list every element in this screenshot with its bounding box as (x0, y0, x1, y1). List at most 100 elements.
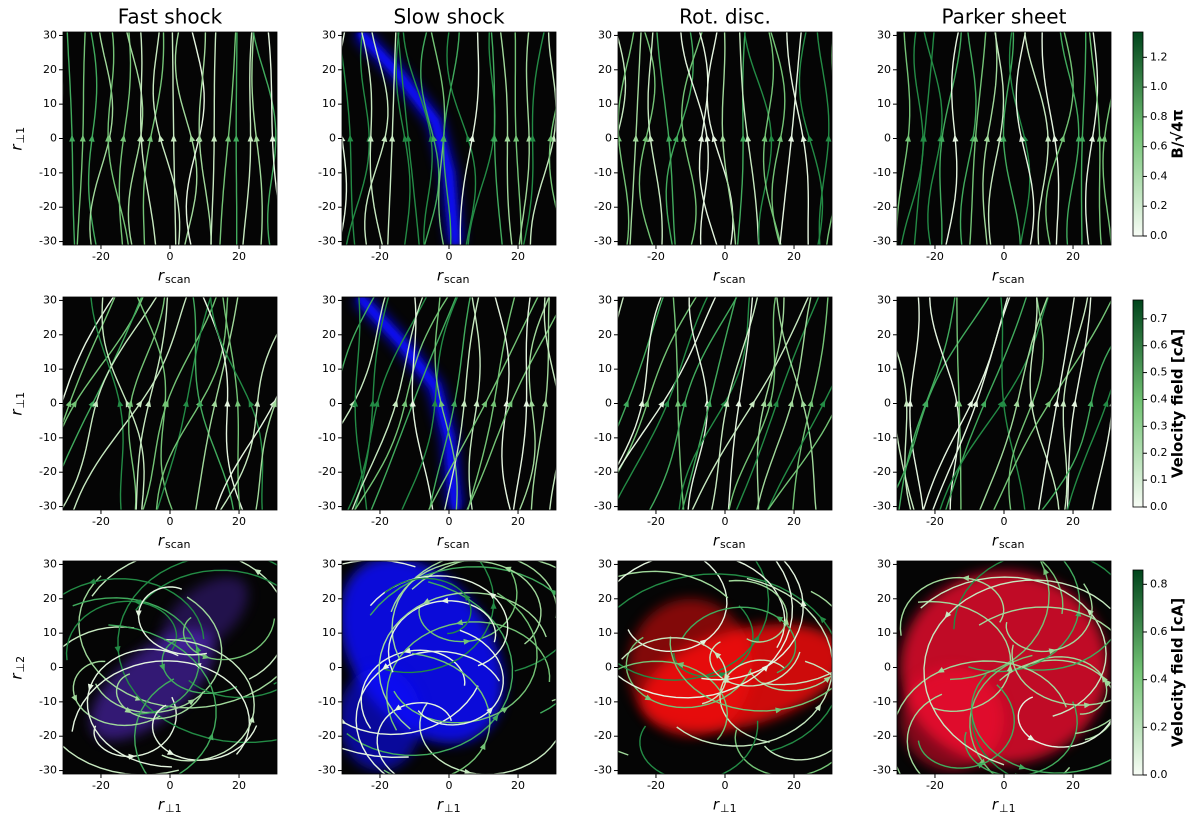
x-tick-label: 0 (167, 779, 174, 792)
y-tick-label: 20 (322, 592, 336, 605)
y-tick-label: 30 (877, 28, 891, 41)
x-label: r (158, 267, 165, 285)
arrow (561, 542, 570, 551)
arrow (463, 638, 471, 645)
y-tick-label: 20 (877, 592, 891, 605)
x-label-subscript: scan (444, 273, 470, 286)
y-label-subscript: ⊥1 (14, 392, 27, 409)
arrow (207, 732, 214, 741)
x-tick-label: -20 (926, 779, 944, 792)
arrow (166, 749, 175, 755)
arrow (159, 663, 165, 672)
y-tick-label: -20 (873, 729, 891, 742)
colorbar-tick-label: 0.3 (1150, 419, 1168, 432)
arrow (1101, 675, 1108, 683)
y-tick-label: 0 (329, 132, 336, 145)
arrow (117, 399, 124, 408)
arrow (431, 134, 438, 143)
x-tick-label: 20 (1066, 779, 1080, 792)
x-tick-label: 20 (787, 515, 801, 528)
y-label-main: r (8, 144, 26, 151)
y-tick-label: -10 (594, 431, 612, 444)
arrow (996, 134, 1003, 142)
y-tick-label: -20 (39, 729, 57, 742)
x-label: r (713, 267, 720, 285)
x-tick-label: 20 (787, 779, 801, 792)
arrow (431, 399, 438, 407)
overlay (90, 629, 215, 741)
arrow (666, 134, 673, 142)
y-label: r⊥2 (8, 656, 28, 680)
arrow (65, 399, 72, 408)
arrow (709, 551, 717, 558)
arrow (753, 634, 760, 643)
arrow (145, 399, 151, 408)
x-tick-label: -20 (926, 515, 944, 528)
x-tick-label: 20 (511, 250, 525, 263)
streamline (391, 561, 556, 658)
x-tick-label: -20 (92, 250, 110, 263)
y-tick-label: -20 (318, 465, 336, 478)
arrow (837, 134, 844, 141)
arrow (643, 399, 650, 408)
arrow (381, 663, 390, 670)
arrow (906, 399, 913, 407)
y-tick-label: 20 (877, 63, 891, 76)
arrow (71, 694, 78, 703)
arrow (120, 134, 127, 142)
arrow (760, 399, 767, 408)
x-tick-label: -20 (92, 515, 110, 528)
arrow (638, 399, 645, 408)
arrow (1104, 679, 1111, 687)
colorbar-tick-label: 0.1 (1150, 473, 1168, 486)
y-tick-label: -30 (873, 764, 891, 777)
arrow (1123, 589, 1130, 597)
y-tick-label: -20 (39, 465, 57, 478)
arrow (714, 651, 722, 659)
y-label: r⊥1 (8, 392, 28, 416)
y-tick-label: 0 (329, 397, 336, 410)
y-tick-label: -30 (594, 235, 612, 248)
arrow (473, 399, 480, 407)
arrow (87, 683, 94, 692)
arrow (269, 134, 276, 142)
arrow (783, 617, 789, 625)
plot-area (897, 532, 1130, 774)
x-label-subscript: ⊥1 (444, 802, 461, 815)
arrow (1000, 399, 1007, 407)
x-tick-label: 0 (167, 515, 174, 528)
y-tick-label: 30 (43, 557, 57, 570)
streamline (63, 626, 179, 774)
colorbar-label-text: B/√4π (1169, 109, 1187, 158)
arrow (1079, 134, 1086, 142)
arrow (814, 703, 822, 712)
x-tick-label: 20 (511, 779, 525, 792)
x-tick-label: -20 (647, 250, 665, 263)
x-label-subscript: scan (720, 273, 746, 286)
arrow (954, 532, 962, 539)
plot-area (342, 32, 556, 245)
x-tick-label: 0 (446, 250, 453, 263)
colorbar (1132, 569, 1144, 776)
arrow (704, 134, 711, 142)
colorbar-tick-label: 0.2 (1150, 446, 1168, 459)
y-tick-label: -20 (873, 465, 891, 478)
x-tick-label: 20 (511, 515, 525, 528)
arrow (807, 399, 814, 408)
y-tick-label: -10 (39, 431, 57, 444)
arrow (618, 134, 622, 142)
arrow (956, 399, 963, 407)
y-tick-label: -30 (318, 235, 336, 248)
arrow (672, 134, 679, 143)
streamline (342, 561, 416, 759)
arrow (490, 399, 497, 407)
plot-area (63, 297, 277, 510)
arrow (422, 598, 431, 605)
arrow (1000, 134, 1007, 142)
arrow (920, 134, 927, 142)
plot-area (618, 551, 832, 774)
arrow (623, 399, 629, 408)
streamline (953, 561, 1111, 630)
y-tick-label: 10 (43, 97, 57, 110)
streamline (543, 297, 556, 510)
